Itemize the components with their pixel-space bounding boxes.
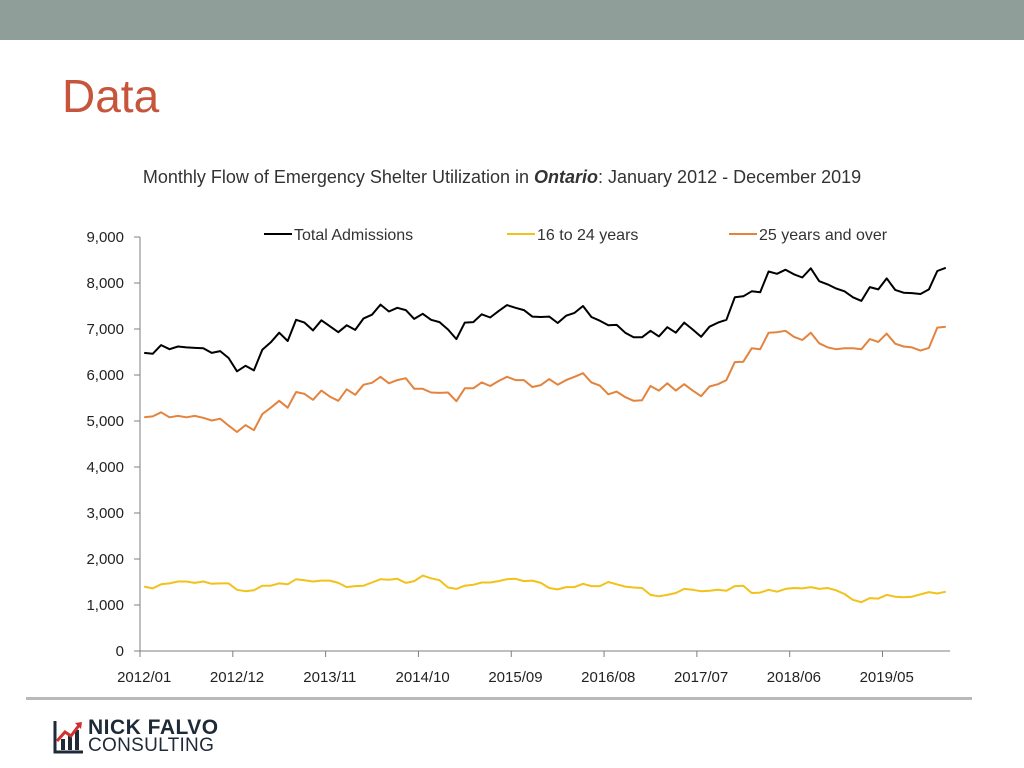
legend-label-total: Total Admissions xyxy=(294,227,413,244)
chart-series xyxy=(143,266,947,604)
y-tick-label: 6,000 xyxy=(86,367,124,384)
x-tick-label: 2019/05 xyxy=(860,669,914,686)
logo-chart-icon xyxy=(53,721,83,754)
y-tick-label: 9,000 xyxy=(86,229,124,246)
x-tick-label: 2012/01 xyxy=(117,669,171,686)
y-tick-label: 5,000 xyxy=(86,413,124,430)
y-tick-label: 4,000 xyxy=(86,459,124,476)
y-tick-label: 7,000 xyxy=(86,321,124,338)
series-line-total-admissions xyxy=(144,266,947,373)
x-tick-label: 2014/10 xyxy=(396,669,450,686)
slide-title: Data xyxy=(62,70,160,122)
chart-axes: 0 1,000 2,000 3,000 4,000 5,000 6,000 7,000 8,00… xyxy=(86,229,950,686)
x-tick-label: 2018/06 xyxy=(767,669,821,686)
footer-divider xyxy=(26,697,972,700)
chart-title-part-2: Ontario xyxy=(534,167,598,187)
chart-title: Monthly Flow of Emergency Shelter Utiliz… xyxy=(143,167,861,187)
header-band xyxy=(0,0,1024,40)
x-tick-label: 2016/08 xyxy=(581,669,635,686)
y-tick-label: 3,000 xyxy=(86,505,124,522)
chart-legend: Total Admissions 16 to 24 years 25 years… xyxy=(264,227,888,244)
series-line-16-to-24 xyxy=(143,574,947,604)
line-chart: Monthly Flow of Emergency Shelter Utiliz… xyxy=(86,167,950,686)
y-tick-label: 2,000 xyxy=(86,551,124,568)
x-tick-label: 2012/12 xyxy=(210,669,264,686)
x-tick-label: 2017/07 xyxy=(674,669,728,686)
chart-title-part-3: : January 2012 - December 2019 xyxy=(598,167,861,187)
chart-title-part-1: Monthly Flow of Emergency Shelter Utiliz… xyxy=(143,167,534,187)
x-tick-label: 2015/09 xyxy=(488,669,542,686)
legend-label-adult: 25 years and over xyxy=(759,227,888,244)
logo-tagline: CONSULTING xyxy=(88,735,215,756)
y-tick-label: 8,000 xyxy=(86,275,124,292)
logo-name: NICK FALVO xyxy=(88,716,219,739)
y-tick-label: 0 xyxy=(116,643,124,660)
legend-label-youth: 16 to 24 years xyxy=(537,227,638,244)
x-tick-label: 2013/11 xyxy=(303,669,356,686)
y-tick-label: 1,000 xyxy=(86,597,124,614)
series-line-25-and-over xyxy=(144,325,946,433)
